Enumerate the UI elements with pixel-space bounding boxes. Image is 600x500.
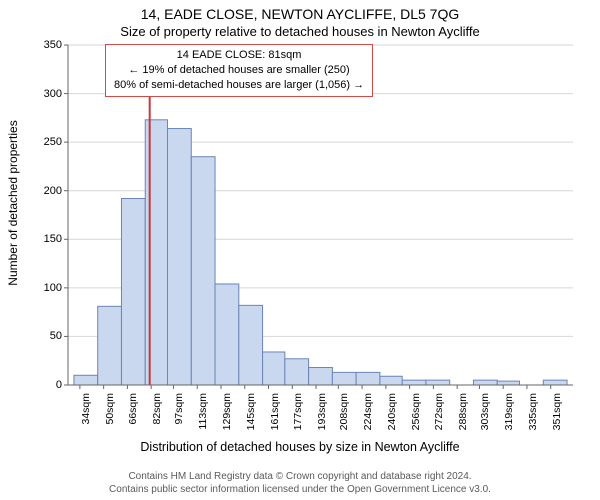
info-callout-box: 14 EADE CLOSE: 81sqm ← 19% of detached h… [105,44,373,97]
x-tick-label: 351sqm [551,393,563,433]
x-tick-label: 256sqm [410,393,422,433]
y-tick-label: 0 [17,379,62,391]
page-subtitle: Size of property relative to detached ho… [0,22,600,41]
x-tick-label: 193sqm [316,393,328,433]
footer-line-2: Contains public sector information licen… [0,484,600,497]
x-tick-label: 177sqm [292,393,304,433]
y-tick-label: 200 [17,185,62,197]
x-tick-label: 335sqm [527,393,539,433]
x-tick-label: 66sqm [127,393,139,433]
x-axis-label: Distribution of detached houses by size … [0,440,600,454]
y-tick-label: 350 [17,39,62,51]
y-tick-label: 250 [17,136,62,148]
y-axis-label: Number of detached properties [6,38,20,203]
info-line-2: ← 19% of detached houses are smaller (25… [114,63,364,78]
x-tick-label: 208sqm [338,393,350,433]
x-tick-label: 97sqm [173,393,185,433]
x-tick-label: 145sqm [245,393,257,433]
info-line-1: 14 EADE CLOSE: 81sqm [114,48,364,63]
x-tick-label: 34sqm [80,393,92,433]
x-tick-label: 113sqm [197,393,209,433]
footer-line-1: Contains HM Land Registry data © Crown c… [0,471,600,484]
y-tick-label: 100 [17,282,62,294]
x-tick-label: 272sqm [433,393,445,433]
x-tick-label: 240sqm [386,393,398,433]
y-tick-label: 50 [17,330,62,342]
x-tick-label: 319sqm [503,393,515,433]
x-tick-label: 224sqm [362,393,374,433]
y-tick-label: 150 [17,233,62,245]
chart-container: 14, EADE CLOSE, NEWTON AYCLIFFE, DL5 7QG… [0,0,600,500]
footer-attribution: Contains HM Land Registry data © Crown c… [0,471,600,496]
x-tick-label: 129sqm [221,393,233,433]
x-tick-label: 50sqm [104,393,116,433]
x-tick-label: 82sqm [151,393,163,433]
x-tick-label: 161sqm [269,393,281,433]
x-tick-label: 288sqm [457,393,469,433]
info-line-3: 80% of semi-detached houses are larger (… [114,78,364,93]
x-tick-label: 303sqm [479,393,491,433]
page-title: 14, EADE CLOSE, NEWTON AYCLIFFE, DL5 7QG [0,0,600,22]
y-tick-label: 300 [17,88,62,100]
